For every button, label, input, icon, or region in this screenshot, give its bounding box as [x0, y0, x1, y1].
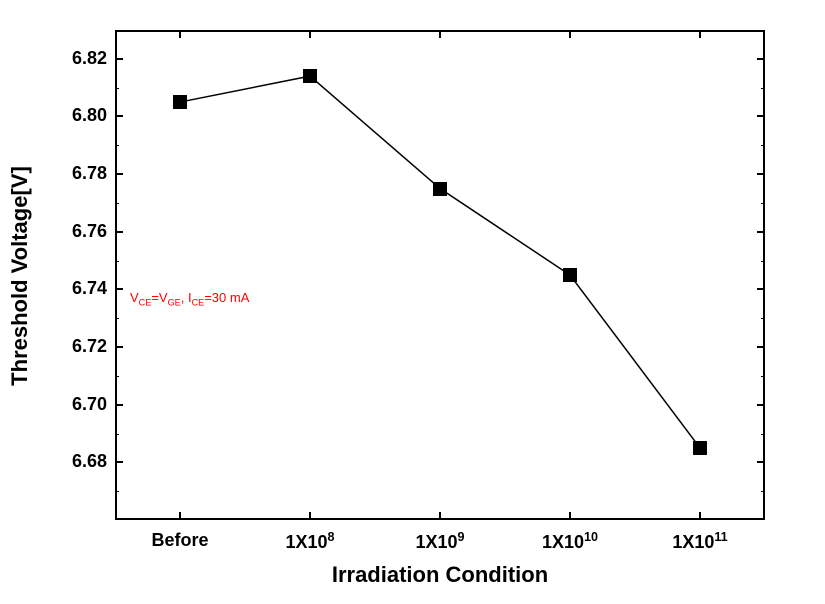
x-tick-label: Before [120, 530, 240, 551]
y-minor-tick-right [761, 30, 765, 31]
y-tick [115, 173, 123, 175]
data-marker [563, 268, 577, 282]
y-tick [115, 288, 123, 290]
y-tick-right [757, 404, 765, 406]
y-minor-tick [115, 434, 119, 435]
y-minor-tick-right [761, 88, 765, 89]
x-tick [309, 512, 311, 520]
y-tick-label: 6.76 [57, 221, 107, 242]
y-minor-tick [115, 491, 119, 492]
y-tick-right [757, 173, 765, 175]
y-minor-tick-right [761, 434, 765, 435]
chart-container: Threshold Voltage[V] Irradiation Conditi… [0, 0, 825, 604]
x-tick-top [439, 30, 441, 38]
x-tick-top [569, 30, 571, 38]
condition-annotation: VCE=VGE, ICE=30 mA [130, 290, 249, 308]
data-marker [433, 182, 447, 196]
y-tick-label: 6.70 [57, 394, 107, 415]
x-tick-label: 1X108 [250, 530, 370, 553]
y-tick-label: 6.80 [57, 105, 107, 126]
x-tick-label: 1X1011 [640, 530, 760, 553]
y-tick [115, 58, 123, 60]
data-marker [693, 441, 707, 455]
y-minor-tick [115, 145, 119, 146]
y-tick-right [757, 288, 765, 290]
plot-area [115, 30, 765, 520]
y-tick [115, 231, 123, 233]
y-tick-label: 6.78 [57, 163, 107, 184]
y-minor-tick [115, 30, 119, 31]
data-marker [173, 95, 187, 109]
x-tick-top [179, 30, 181, 38]
x-tick-top [309, 30, 311, 38]
x-tick [569, 512, 571, 520]
data-marker [303, 69, 317, 83]
x-tick-top [699, 30, 701, 38]
y-minor-tick-right [761, 261, 765, 262]
y-minor-tick-right [761, 203, 765, 204]
y-axis-label: Threshold Voltage[V] [7, 126, 33, 426]
y-minor-tick [115, 203, 119, 204]
x-tick [439, 512, 441, 520]
x-tick [699, 512, 701, 520]
y-tick-label: 6.74 [57, 278, 107, 299]
y-tick [115, 404, 123, 406]
x-tick-label: 1X1010 [510, 530, 630, 553]
x-tick [179, 512, 181, 520]
y-minor-tick-right [761, 376, 765, 377]
x-axis-label: Irradiation Condition [290, 562, 590, 588]
y-minor-tick-right [761, 491, 765, 492]
y-tick [115, 115, 123, 117]
y-tick [115, 461, 123, 463]
y-tick-right [757, 231, 765, 233]
x-tick-label: 1X109 [380, 530, 500, 553]
y-tick-right [757, 58, 765, 60]
y-tick-label: 6.68 [57, 451, 107, 472]
y-minor-tick [115, 376, 119, 377]
y-minor-tick-right [761, 318, 765, 319]
y-minor-tick-right [761, 145, 765, 146]
y-minor-tick [115, 318, 119, 319]
y-tick [115, 346, 123, 348]
y-tick-label: 6.82 [57, 48, 107, 69]
y-tick-right [757, 346, 765, 348]
y-tick-label: 6.72 [57, 336, 107, 357]
y-tick-right [757, 461, 765, 463]
y-minor-tick [115, 88, 119, 89]
y-tick-right [757, 115, 765, 117]
y-minor-tick [115, 261, 119, 262]
